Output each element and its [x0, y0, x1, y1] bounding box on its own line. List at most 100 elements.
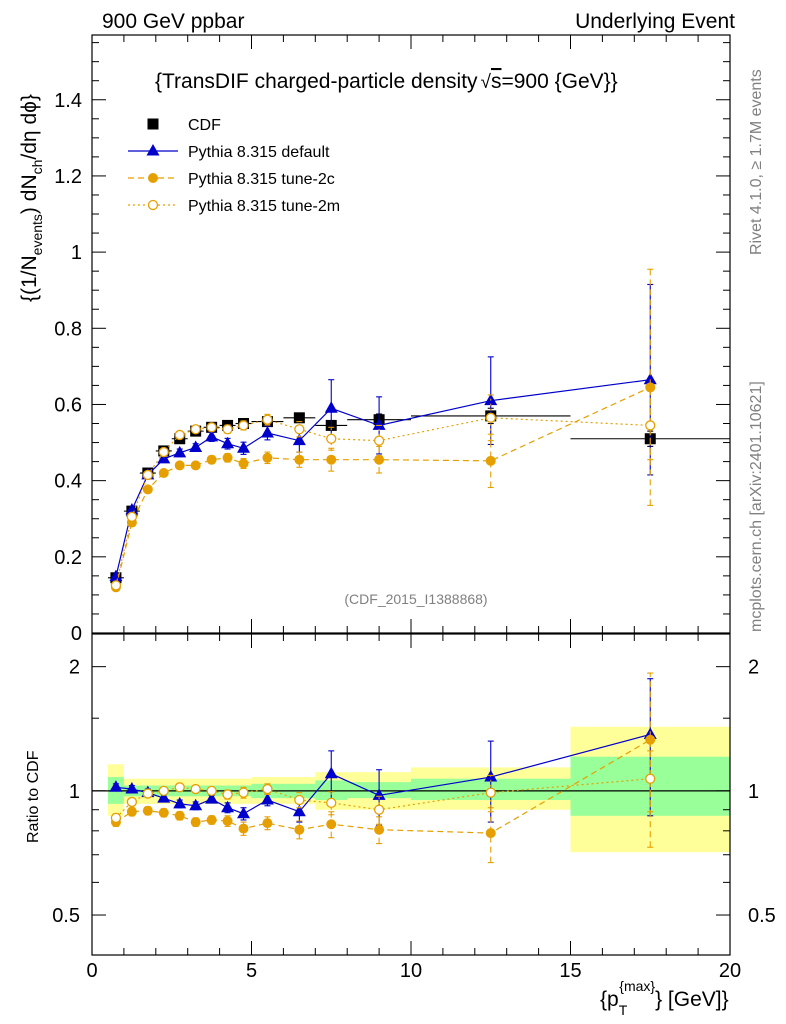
legend: CDF Pythia 8.315 default Pythia 8.315 tune…	[128, 117, 340, 215]
data-point	[294, 454, 305, 465]
data-point	[174, 429, 185, 441]
data-point	[324, 766, 338, 779]
data-point	[110, 812, 122, 824]
data-point	[221, 800, 235, 813]
legend-label: Pythia 8.315 tune-2m	[188, 198, 340, 215]
data-point	[260, 793, 274, 805]
legend-item-2: Pythia 8.315 tune-2c	[128, 171, 335, 188]
ytick-label-main: 1.2	[54, 166, 82, 188]
series-line	[115, 739, 651, 834]
data-point	[158, 785, 169, 796]
legend-marker	[147, 199, 159, 211]
data-point	[190, 783, 201, 795]
data-point	[238, 787, 249, 798]
data-point	[205, 792, 219, 804]
chart-title: {TransDIF charged-particle density √s=900…	[155, 70, 618, 93]
data-point	[109, 569, 123, 582]
ytick-label-ratio: 2	[69, 657, 80, 679]
ytick-label-main: 1	[71, 242, 82, 264]
series-pythia-8-315-tune-2m	[110, 390, 656, 591]
series-cdf	[107, 407, 730, 584]
data-point	[262, 414, 273, 425]
data-point	[190, 460, 201, 471]
x-axis-label: {pT{max}} [GeV]}	[600, 978, 729, 1018]
data-point	[173, 445, 187, 458]
header-right: Underlying Event	[575, 10, 735, 33]
header-left: 900 GeV ppbar	[102, 10, 244, 33]
data-point	[293, 412, 305, 424]
ratio-uncertainty-bands	[107, 726, 730, 853]
data-point	[110, 580, 122, 591]
ytick-label-ratio-right: 0.5	[748, 905, 776, 927]
legend-item-1: Pythia 8.315 default	[128, 144, 330, 161]
data-point	[174, 782, 185, 793]
xtick-label-10: 10	[400, 960, 422, 982]
legend-label: CDF	[188, 117, 221, 134]
ytick-label-main: 0.6	[54, 394, 82, 416]
data-point	[173, 796, 187, 809]
data-point	[326, 797, 337, 809]
ytick-label-ratio-right: 2	[748, 657, 759, 679]
data-point	[238, 458, 249, 469]
main-ylabel: {(1/Nevents) dNch/dη dϕ}	[18, 94, 45, 302]
data-point	[142, 484, 153, 495]
data-point	[372, 788, 386, 800]
ytick-label-main: 0	[71, 623, 82, 645]
data-point	[372, 418, 386, 430]
data-point	[126, 806, 137, 817]
xtick-label-5: 5	[246, 960, 257, 982]
data-point	[262, 783, 273, 795]
ytick-label-ratio-right: 1	[748, 781, 759, 803]
data-point	[237, 441, 251, 453]
data-point	[262, 452, 273, 463]
ratio-ylabel: Ratio to CDF	[25, 750, 42, 843]
data-point	[142, 805, 153, 816]
data-point	[292, 433, 306, 446]
data-point	[206, 422, 217, 433]
data-point	[222, 789, 233, 800]
data-point	[222, 424, 233, 435]
legend-marker	[148, 173, 158, 183]
data-point	[157, 451, 171, 464]
legend-marker	[147, 118, 159, 130]
data-point	[158, 468, 169, 479]
data-point	[189, 440, 203, 453]
ytick-label-ratio: 1	[69, 781, 80, 803]
data-point	[238, 823, 249, 834]
data-point	[373, 804, 385, 815]
data-point	[373, 435, 385, 446]
data-point	[189, 798, 203, 811]
data-point	[222, 452, 233, 463]
data-point	[125, 502, 139, 515]
data-point	[109, 780, 123, 792]
data-point	[645, 420, 656, 431]
mcplots-label: mcplots.cern.ch [arXiv:2401.10621]	[748, 381, 765, 632]
data-point	[292, 804, 306, 817]
data-point	[485, 787, 496, 798]
data-point	[326, 819, 337, 830]
rivet-label: Rivet 4.1.0, ≥ 1.7M events	[748, 69, 765, 255]
data-point	[174, 460, 185, 471]
data-point	[237, 806, 251, 819]
ratio-series-layer	[109, 672, 657, 864]
data-point	[206, 814, 217, 825]
ytick-label-main: 0.8	[54, 318, 82, 340]
data-point	[643, 372, 657, 385]
data-point	[645, 734, 656, 745]
data-point	[222, 816, 233, 827]
xtick-label-15: 15	[559, 960, 581, 982]
data-point	[205, 429, 219, 442]
legend-label: Pythia 8.315 tune-2c	[188, 171, 335, 188]
legend-item-3: Pythia 8.315 tune-2m	[128, 198, 340, 215]
data-point	[190, 817, 201, 828]
analysis-watermark: (CDF_2015_I1388868)	[344, 591, 487, 607]
series-pythia-8-315-tune-2m	[110, 750, 656, 825]
series-pythia-8-315-tune-2c	[110, 672, 656, 864]
data-point	[126, 511, 138, 522]
data-point	[294, 824, 305, 835]
data-point	[158, 807, 169, 818]
data-point	[374, 454, 385, 465]
data-point	[326, 433, 337, 444]
